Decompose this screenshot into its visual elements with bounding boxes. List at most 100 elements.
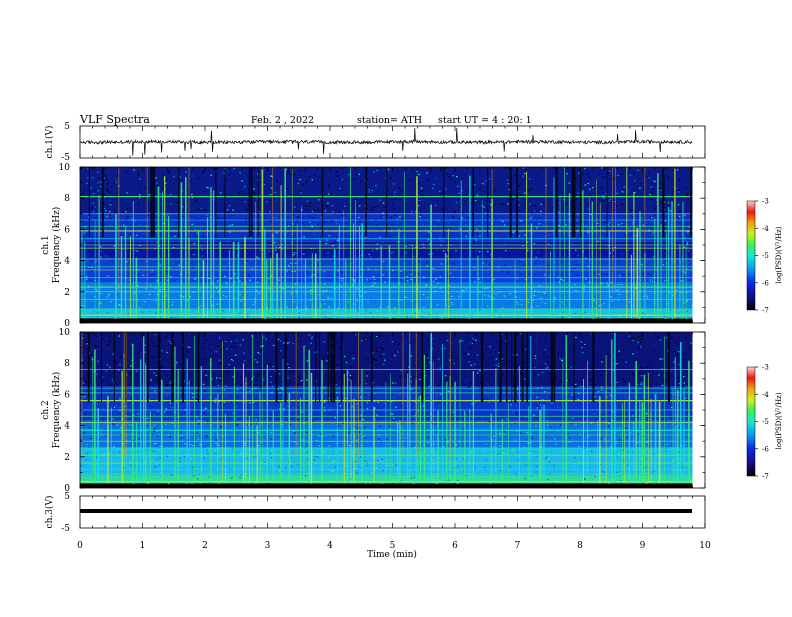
spectrogram-noise [463,250,465,251]
spectrogram-noise [153,357,155,358]
spectrogram-noise [570,210,572,211]
spectrogram-noise [521,296,523,297]
spectrogram-noise [245,219,247,220]
spectrogram-noise [439,237,441,238]
spectrogram-noise [252,250,254,251]
spectrogram-noise [239,370,241,371]
spectrogram-noise [518,310,520,311]
spectrogram-noise [536,227,538,228]
spectrogram-noise [136,207,138,208]
spectrogram-noise [90,401,92,402]
spectrogram-noise [437,393,439,394]
spectrogram-noise [183,317,185,318]
spectrogram-noise [457,470,459,471]
spectrogram-noise [254,385,256,386]
spectrogram-noise [608,172,610,173]
spectrogram-noise [605,197,607,198]
spectrogram-noise [195,232,197,233]
figure-title: VLF Spectra [79,113,150,126]
spectrogram-noise [227,268,229,269]
spectrogram-noise [588,183,590,184]
spectrogram-noise [391,313,393,314]
spectrogram-noise [528,302,530,303]
spectrogram-noise [458,193,460,194]
spectrogram-noise [171,203,173,204]
spectrogram-noise [91,349,93,350]
spectrogram-noise [166,337,168,338]
spectrogram-noise [655,372,657,373]
spectrogram-noise [376,228,378,229]
spectrogram-noise [349,365,351,366]
spectrogram-noise [646,413,648,414]
spectrogram-noise [259,225,261,226]
spectrogram-noise [325,240,327,241]
spectrogram-noise [310,206,312,207]
spectrogram-noise [563,317,565,318]
spectrogram-noise [664,274,666,275]
spectrogram-noise [363,386,365,387]
spectrogram-noise [185,443,187,444]
spectrogram-noise [645,303,647,304]
spectrogram-noise [112,418,114,419]
spectrogram-noise [139,308,141,309]
spectrogram-noise [526,432,528,433]
spectrogram-noise [405,236,407,237]
spectrogram-noise [609,215,611,216]
spectrogram-noise [255,380,257,381]
spectrogram-noise [414,294,416,295]
spectrogram-noise [437,222,439,223]
spectrogram-noise [500,311,502,312]
spectrogram-noise [301,411,303,412]
spectrogram-noise [349,445,351,446]
spectrogram-noise [134,250,136,251]
spectrogram-noise [100,186,102,187]
spectrogram-noise [130,410,132,411]
spectrogram-noise [207,411,209,412]
spectrogram-noise [592,187,594,188]
spectrogram-noise [203,384,205,385]
spectrogram-noise [486,334,488,335]
spectrogram-noise [358,217,360,218]
spectrogram-noise [512,413,514,414]
spectrogram-noise [561,221,563,222]
spectrogram-noise [397,351,399,352]
spectrogram-noise [332,261,334,262]
spectrogram-noise [359,174,361,175]
spectrogram-noise [576,223,578,224]
spectrogram-noise [90,187,92,188]
spectrogram-noise [382,179,384,180]
spectrogram-noise [197,468,199,469]
spectrogram-noise [470,409,472,410]
spectrogram-noise [529,179,531,180]
spectrogram-noise [383,175,385,176]
spectrogram-noise [174,236,176,237]
spectrogram-noise [548,458,550,459]
spectrogram-noise [648,273,650,274]
spectrogram-noise [352,406,354,407]
spectrogram-noise [583,227,585,228]
spectrogram-noise [540,265,542,266]
spectrogram-noise [193,223,195,224]
spectrogram-noise [685,188,687,189]
spectrogram-noise [562,280,564,281]
spectrogram-noise [402,218,404,219]
spectrogram-noise [83,354,85,355]
spectrogram-noise [249,276,251,277]
spectrogram-noise [577,438,579,439]
spectrogram-noise [339,198,341,199]
spectrogram-noise [601,364,603,365]
spectrogram-noise [250,423,252,424]
spectrogram-noise [218,372,220,373]
spectrogram-noise [578,462,580,463]
spectrogram-noise [396,317,398,318]
spectrogram-noise [449,265,451,266]
spectrogram-noise [170,194,172,195]
spectrogram-noise [355,334,357,335]
spectrogram-noise [106,297,108,298]
spectrogram-noise [241,282,243,283]
spectrogram-noise [590,380,592,381]
spectrogram-noise [588,435,590,436]
spectrogram-noise [383,349,385,350]
spectrogram-noise [270,453,272,454]
spectrogram-noise [651,312,653,313]
